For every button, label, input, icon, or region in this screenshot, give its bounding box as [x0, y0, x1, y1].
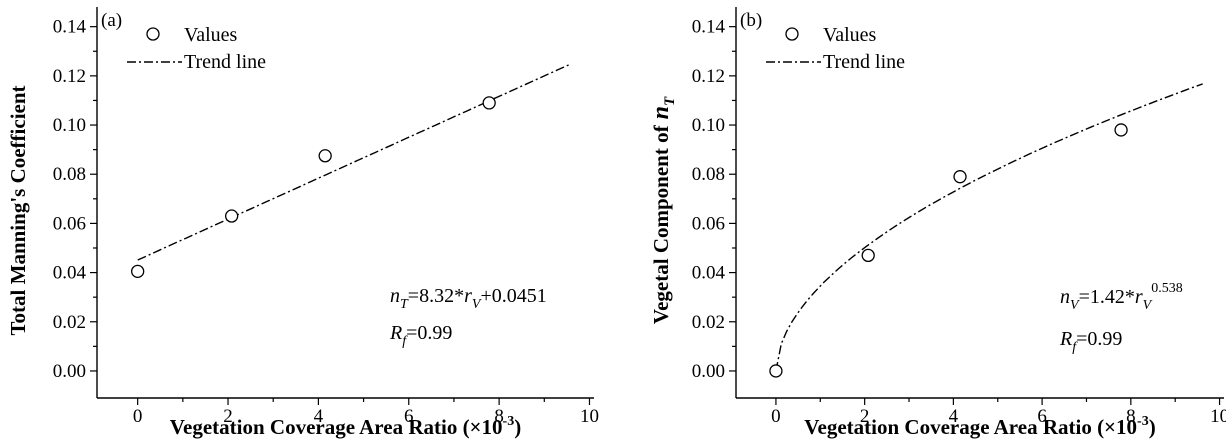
legend-values-label: Values — [823, 24, 877, 46]
panel-label: (a) — [101, 10, 122, 31]
equation-lhs: n — [1060, 286, 1070, 308]
data-point — [131, 264, 145, 279]
y-tick-label: 0.10 — [692, 115, 725, 136]
x-tick-label: 10 — [1210, 406, 1226, 427]
fit-quality: Rf=0.99 — [389, 322, 452, 349]
chart-panel-b: 0 2 4 6 8 10 0.00 0.02 0.04 0.06 0.08 0.10 0.12 0.14 V… — [648, 7, 1226, 439]
y-tick-label: 0.00 — [692, 361, 725, 382]
y-tick-label: 0.08 — [692, 164, 725, 185]
x-axis-title-text: Vegetation Coverage Area Ratio (×10 — [170, 415, 503, 439]
equation-variable: r — [464, 285, 472, 307]
data-point — [953, 170, 967, 184]
equation-coefficient: =8.32* — [408, 285, 464, 307]
y-tick-label: 0.02 — [692, 312, 725, 333]
x-tick-label: 2 — [223, 406, 233, 427]
x-tick-label: 6 — [404, 406, 414, 427]
equation-variable-subscript: V — [472, 297, 482, 312]
y-axis-title-subscript: T — [662, 96, 678, 106]
data-point — [224, 209, 239, 223]
equation-coefficient: =1.42* — [1079, 286, 1135, 308]
y-tick-label: 0.04 — [53, 263, 87, 284]
y-axis-title: Vegetal Component of nT — [648, 96, 678, 324]
x-axis-title-exponent: -3 — [503, 414, 515, 429]
x-axis-title: Vegetation Coverage Area Ratio (×10-3) — [170, 414, 521, 439]
equation-lhs: n — [390, 285, 400, 307]
y-tick-label: 0.06 — [692, 213, 725, 234]
trend-line — [137, 64, 570, 261]
y-tick-label: 0.12 — [692, 66, 725, 87]
chart-panel-a: 0 2 4 6 8 10 0.00 0.02 0.04 0.06 0.08 0.10 0.12 0.14 V… — [6, 7, 599, 439]
x-tick-label: 4 — [949, 406, 959, 427]
x-axis-title-exponent: -3 — [1137, 414, 1149, 429]
x-tick-label: 8 — [494, 406, 504, 427]
y-tick-label: 0.14 — [53, 17, 87, 38]
fit-value: =0.99 — [1076, 328, 1122, 350]
fit-value: =0.99 — [406, 322, 452, 344]
data-point — [1114, 123, 1128, 137]
y-tick-label: 0.02 — [53, 312, 86, 333]
y-tick-label: 0.10 — [53, 115, 86, 136]
equation-lhs-subscript: T — [400, 297, 409, 312]
trend-line — [775, 83, 1203, 372]
x-axis-title: Vegetation Coverage Area Ratio (×10-3) — [804, 414, 1155, 439]
data-point — [861, 248, 875, 263]
equation-variable: r — [1135, 286, 1143, 308]
y-tick-label: 0.00 — [53, 361, 86, 382]
legend-marker — [785, 27, 799, 41]
equation-lhs-subscript: V — [1070, 298, 1080, 313]
x-tick-label: 2 — [860, 406, 870, 427]
y-tick-label: 0.14 — [692, 17, 726, 38]
equation-exponent: 0.538 — [1151, 281, 1183, 296]
x-tick-label: 8 — [1126, 406, 1136, 427]
fit-symbol: R — [389, 322, 402, 344]
equation-intercept: +0.0451 — [480, 285, 546, 307]
data-point — [482, 96, 496, 110]
fit-subscript: f — [402, 334, 408, 349]
legend-trend-label: Trend line — [823, 51, 905, 73]
y-tick-label: 0.06 — [53, 213, 86, 234]
x-tick-label: 10 — [580, 406, 599, 427]
y-axis-title-text: Total Manning's Coefficient — [6, 85, 30, 335]
legend-values-label: Values — [184, 24, 238, 46]
legend-trend-label: Trend line — [184, 51, 266, 73]
x-tick-label: 0 — [771, 406, 781, 427]
x-tick-label: 6 — [1037, 406, 1047, 427]
y-tick-label: 0.08 — [53, 164, 86, 185]
x-tick-label: 0 — [133, 406, 143, 427]
fit-quality: Rf=0.99 — [1059, 328, 1122, 355]
y-axis-title-text: Vegetal Component of — [649, 124, 673, 324]
fit-symbol: R — [1059, 328, 1072, 350]
x-tick-label: 4 — [314, 406, 324, 427]
x-axis-title-close: ) — [514, 415, 521, 439]
y-tick-label: 0.12 — [53, 66, 86, 87]
equation-variable-subscript: V — [1143, 298, 1153, 313]
data-point — [769, 364, 783, 378]
y-tick-label: 0.04 — [692, 263, 726, 284]
legend-marker — [146, 27, 160, 41]
fit-subscript: f — [1072, 340, 1078, 355]
panel-label: (b) — [740, 10, 762, 31]
data-point — [318, 149, 332, 163]
x-axis-title-close: ) — [1149, 415, 1156, 439]
y-axis-title: Total Manning's Coefficient — [6, 85, 30, 335]
y-axis-title-variable: n — [648, 106, 674, 125]
fit-equation: nV=1.42*rV0.538 — [1060, 281, 1183, 313]
x-axis-title-text: Vegetation Coverage Area Ratio (×10 — [804, 415, 1137, 439]
fit-equation: nT=8.32*rV+0.0451 — [390, 285, 547, 312]
